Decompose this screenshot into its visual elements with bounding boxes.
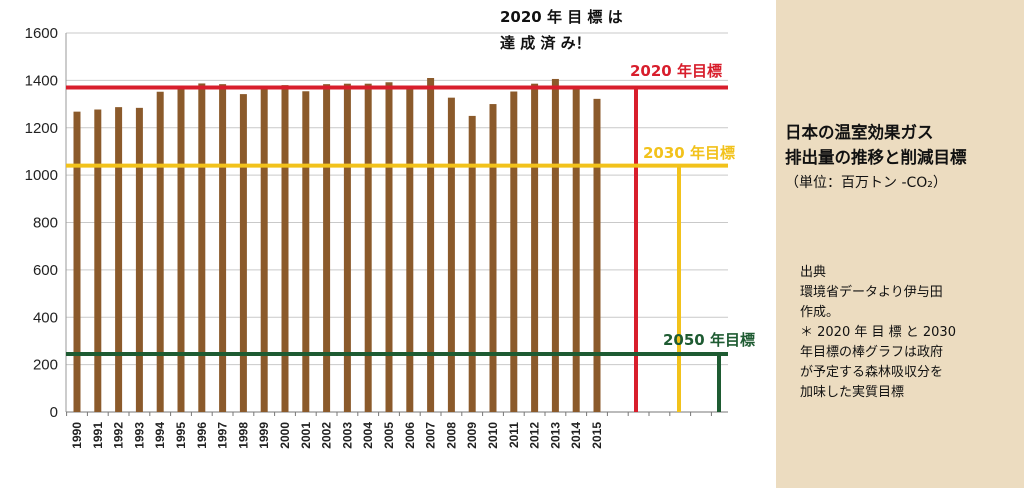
target-label-2020: 2020 年目標: [630, 62, 722, 80]
bar-1991: [94, 109, 102, 413]
bar-2003: [343, 83, 351, 412]
x-tick-label-2000: 2000: [278, 422, 292, 449]
source-note: 出典 環境省データより伊与田 作成。 ＊ 2020 年 目 標 と 2030 年…: [800, 263, 1015, 403]
x-tick-label-2003: 2003: [340, 422, 354, 449]
source-line-5: 年目標の棒グラフは政府: [800, 345, 944, 360]
grid-lines: [65, 32, 728, 416]
bar-2000: [281, 85, 289, 413]
target-bar-t2050: [717, 353, 721, 412]
bar-2008: [447, 97, 455, 413]
source-line-4: ＊ 2020 年 目 標 と 2030: [800, 325, 956, 340]
bar-2002: [323, 84, 331, 412]
y-axis-ticks: 0 200 400 600 800 1000 1200 1400 1600: [25, 25, 58, 421]
bar-2012: [531, 83, 539, 412]
x-tick-label-1994: 1994: [153, 422, 167, 449]
x-tick-label-2012: 2012: [528, 422, 542, 449]
x-tick-label-1993: 1993: [132, 422, 146, 449]
source-line-3: 作成。: [800, 305, 840, 320]
x-tick-label-1996: 1996: [195, 422, 209, 449]
bar-1996: [198, 83, 206, 412]
target-bar-t2020: [634, 87, 638, 412]
bar-2004: [364, 83, 372, 412]
y-tick-label: 1200: [25, 120, 58, 137]
data-bars: [73, 78, 601, 413]
y-tick-label: 600: [33, 262, 58, 279]
bar-2015: [593, 98, 601, 412]
target-bar-t2030: [677, 165, 681, 412]
x-tick-label-2007: 2007: [424, 422, 438, 449]
bar-1995: [177, 89, 185, 412]
x-tick-label-2005: 2005: [382, 422, 396, 449]
source-line-6: が予定する森林吸収分を: [800, 365, 944, 380]
x-tick-label-2001: 2001: [299, 422, 313, 449]
y-tick-label: 800: [33, 215, 58, 232]
bar-2011: [510, 91, 518, 413]
target-label-2030: 2030 年目標: [643, 144, 735, 162]
bar-2009: [468, 115, 476, 412]
y-tick-label: 1400: [25, 72, 58, 89]
x-tick-label-2015: 2015: [590, 422, 604, 449]
x-tick-label-1997: 1997: [216, 422, 230, 449]
bar-2007: [427, 78, 435, 412]
x-tick-label-1998: 1998: [236, 422, 250, 449]
target-label-2050: 2050 年目標: [663, 331, 755, 349]
annotation-line-2: 達 成 済 み！: [500, 34, 591, 52]
bar-1990: [73, 111, 81, 412]
side-panel: [776, 0, 1024, 488]
y-tick-label: 1000: [25, 167, 58, 184]
x-tick-label-2009: 2009: [465, 422, 479, 449]
source-line-1: 出典: [800, 265, 827, 280]
bar-2013: [551, 78, 559, 413]
y-tick-label: 400: [33, 309, 58, 326]
annotation-line-1: 2020 年 目 標 は: [500, 8, 623, 26]
bar-1993: [135, 107, 143, 412]
x-tick-label-1999: 1999: [257, 422, 271, 449]
x-tick-label-1990: 1990: [70, 422, 84, 449]
bar-1997: [219, 84, 227, 412]
y-tick-label: 0: [50, 404, 58, 421]
chart-title-block: 日本の温室効果ガス 排出量の推移と削減目標 （単位：百万トン -CO₂）: [785, 120, 1021, 194]
bar-1999: [260, 87, 268, 412]
x-tick-label-1992: 1992: [112, 422, 126, 449]
target-lines: [66, 85, 728, 412]
bar-2001: [302, 91, 310, 413]
x-tick-label-2002: 2002: [320, 422, 334, 449]
x-tick-label-2011: 2011: [507, 422, 521, 448]
y-tick-label: 1600: [25, 25, 58, 42]
x-tick-label-2014: 2014: [569, 422, 583, 449]
bar-2005: [385, 82, 393, 413]
bar-1998: [239, 94, 247, 413]
x-tick-label-2010: 2010: [486, 422, 500, 449]
x-tick-label-1991: 1991: [91, 422, 105, 449]
source-line-7: 加味した実質目標: [800, 385, 905, 400]
bar-1992: [115, 107, 123, 412]
chart-title-line-2: 排出量の推移と削減目標: [785, 148, 967, 167]
x-tick-label-1995: 1995: [174, 422, 188, 449]
x-tick-label-2004: 2004: [361, 422, 375, 449]
x-tick-label-2013: 2013: [548, 422, 562, 449]
x-tick-label-2008: 2008: [444, 422, 458, 449]
bar-2014: [572, 88, 580, 413]
unit-label: （単位：百万トン -CO₂）: [785, 175, 947, 191]
chart-title-line-1: 日本の温室効果ガス: [785, 123, 934, 142]
bar-2010: [489, 104, 497, 412]
source-line-2: 環境省データより伊与田: [800, 285, 943, 300]
x-tick-label-2006: 2006: [403, 422, 417, 449]
bar-1994: [156, 91, 164, 413]
bar-2006: [406, 88, 414, 413]
y-tick-label: 200: [33, 357, 58, 374]
x-axis-ticks: 1990 1991 1992 1993 1994 1995 1996 1997 1998 1999…: [70, 422, 604, 449]
